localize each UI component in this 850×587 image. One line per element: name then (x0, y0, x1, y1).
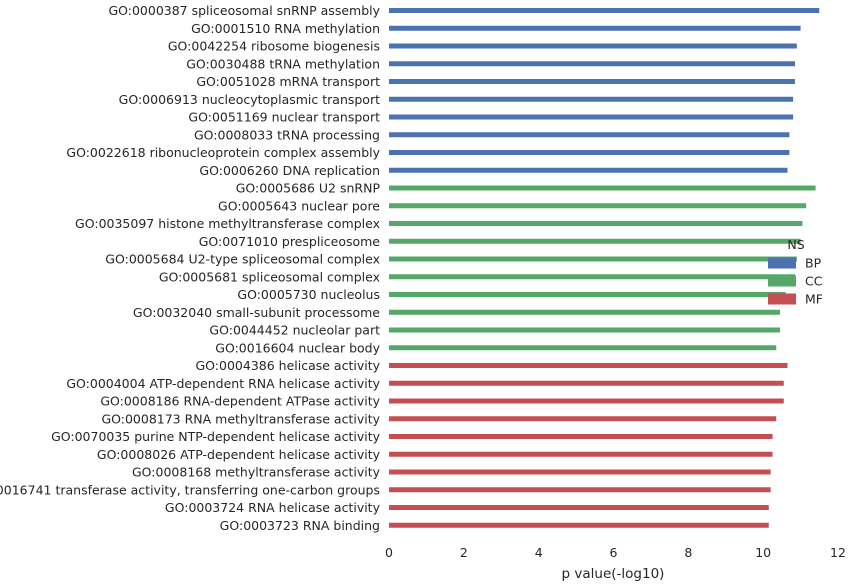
category-label-9: GO:0006260 DNA replication (199, 163, 380, 178)
category-label-4: GO:0051028 mRNA transport (196, 74, 380, 89)
x-axis-ticks: 0 2 4 6 8 10 12 (385, 545, 846, 560)
bar-27 (389, 487, 771, 493)
category-label-11: GO:0005643 nuclear pore (218, 198, 380, 213)
legend-swatch-bp (768, 257, 796, 269)
bar-12 (389, 221, 803, 226)
category-label-26: GO:0008168 methyltransferase activity (132, 465, 381, 480)
bar-13 (389, 238, 801, 244)
bar-29 (389, 522, 769, 528)
x-tick-label-2: 4 (535, 545, 543, 560)
bar-2 (389, 43, 797, 49)
x-tick-label-3: 6 (610, 545, 618, 560)
bar-1 (389, 25, 801, 31)
category-label-27: GO:0016741 transferase activity, transfe… (0, 482, 380, 497)
x-tick-label-1: 2 (460, 545, 468, 560)
bar-16 (389, 292, 786, 297)
category-label-29: GO:0003723 RNA binding (220, 518, 380, 533)
x-tick-label-0: 0 (385, 545, 393, 560)
category-label-22: GO:0008186 RNA-dependent ATPase activity (100, 394, 380, 409)
legend-label-mf: MF (805, 292, 823, 307)
bars-layer (389, 8, 820, 528)
category-label-8: GO:0022618 ribonucleoprotein complex ass… (66, 145, 380, 160)
bar-17 (389, 309, 781, 315)
bar-24 (389, 434, 773, 439)
category-label-12: GO:0035097 histone methyltransferase com… (75, 216, 380, 231)
bar-26 (389, 469, 771, 475)
bar-15 (389, 274, 795, 280)
x-tick-label-4: 8 (684, 545, 692, 560)
bar-22 (389, 398, 784, 404)
bar-25 (389, 451, 773, 457)
category-labels: GO:0000387 spliceosomal snRNP assembly GO… (0, 3, 381, 533)
bar-14 (389, 256, 797, 262)
bar-8 (389, 150, 790, 155)
category-label-13: GO:0071010 prespliceosome (199, 234, 381, 249)
bar-7 (389, 132, 790, 138)
category-label-16: GO:0005730 nucleolus (237, 287, 380, 302)
category-label-17: GO:0032040 small-subunit processome (133, 305, 380, 320)
category-label-21: GO:0004004 ATP-dependent RNA helicase ac… (66, 376, 380, 391)
category-label-15: GO:0005681 spliceosomal complex (159, 269, 380, 284)
category-label-3: GO:0030488 tRNA methylation (186, 56, 380, 71)
category-label-0: GO:0000387 spliceosomal snRNP assembly (108, 3, 380, 18)
legend-swatch-cc (768, 275, 796, 287)
legend-swatch-mf (768, 293, 796, 305)
legend: NS BP CC MF (768, 237, 823, 307)
category-label-20: GO:0004386 helicase activity (195, 358, 380, 373)
category-label-5: GO:0006913 nucleocytoplasmic transport (119, 92, 380, 107)
legend-label-bp: BP (805, 256, 822, 271)
bar-18 (389, 327, 781, 333)
category-label-19: GO:0016604 nuclear body (215, 340, 380, 355)
bar-28 (389, 505, 769, 510)
bar-0 (389, 8, 820, 13)
bar-5 (389, 96, 794, 102)
category-label-24: GO:0070035 purine NTP-dependent helicase… (51, 429, 381, 444)
category-label-2: GO:0042254 ribosome biogenesis (168, 39, 380, 54)
category-label-25: GO:0008026 ATP-dependent helicase activi… (97, 447, 381, 462)
bar-4 (389, 79, 795, 84)
category-label-28: GO:0003724 RNA helicase activity (165, 500, 381, 515)
bar-10 (389, 185, 816, 191)
bar-9 (389, 167, 788, 173)
category-label-1: GO:0001510 RNA methylation (191, 21, 380, 36)
category-label-14: GO:0005684 U2-type spliceosomal complex (105, 252, 380, 267)
bar-19 (389, 345, 777, 351)
bar-23 (389, 416, 777, 422)
x-axis-title: p value(-log10) (562, 566, 665, 582)
category-label-7: GO:0008033 tRNA processing (194, 127, 380, 142)
bar-3 (389, 61, 795, 67)
category-label-6: GO:0051169 nuclear transport (188, 110, 380, 125)
legend-title: NS (787, 237, 804, 252)
bar-6 (389, 114, 794, 120)
legend-label-cc: CC (805, 274, 823, 289)
bar-21 (389, 380, 784, 386)
category-label-18: GO:0044452 nucleolar part (209, 323, 380, 338)
bar-20 (389, 363, 788, 368)
bar-11 (389, 203, 807, 209)
x-tick-label-5: 10 (755, 545, 771, 560)
category-label-10: GO:0005686 U2 snRNP (236, 181, 381, 196)
category-label-23: GO:0008173 RNA methyltransferase activit… (101, 411, 380, 426)
x-tick-label-6: 12 (830, 545, 846, 560)
